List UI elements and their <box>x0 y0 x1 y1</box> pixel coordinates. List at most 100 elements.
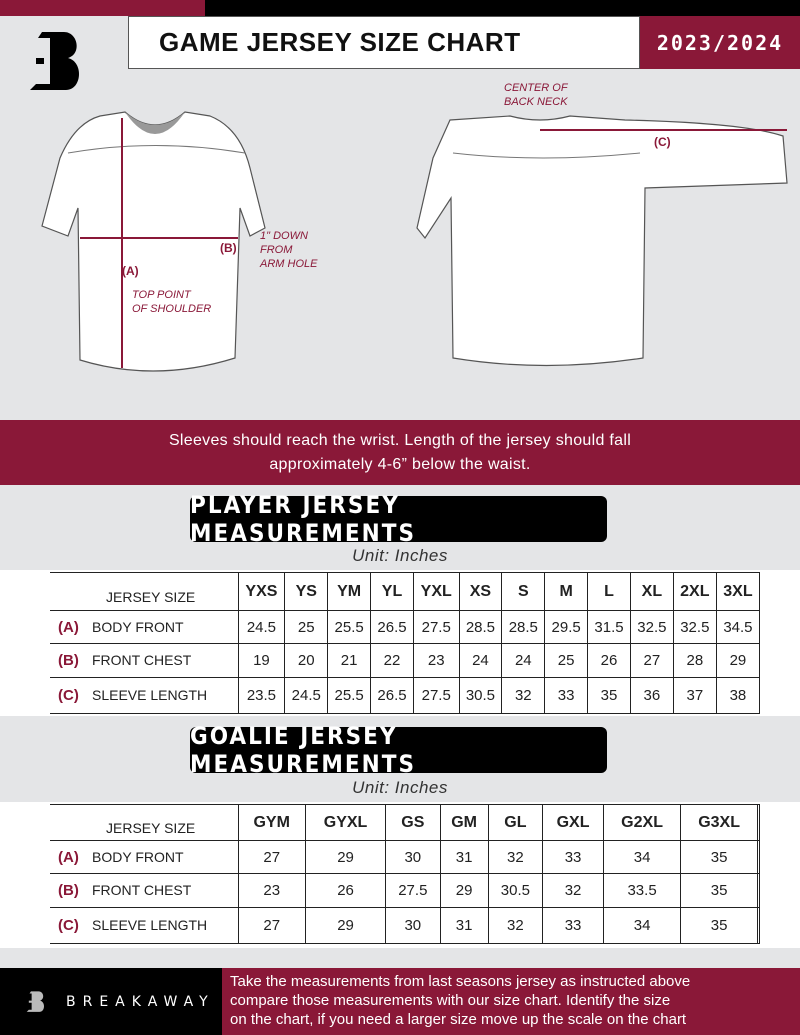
table-cell: 34 <box>603 907 682 944</box>
instruction-line: Sleeves should reach the wrist. Length o… <box>168 432 632 449</box>
size-header: GXL <box>542 804 605 841</box>
table-cell: 24 <box>458 643 503 678</box>
season-label: 2023/2024 <box>640 16 800 69</box>
table-row: (A) BODY FRONT 24.5 25 25.5 26.5 27.5 28.5 28.5 2… <box>50 610 761 644</box>
goalie-section-title: GOALIE JERSEY MEASUREMENTS <box>190 722 607 778</box>
table-cell: 23 <box>412 643 460 678</box>
table-row: (C) SLEEVE LENGTH 27 29 30 31 32 33 34 35 <box>50 907 760 944</box>
note-line: CENTER OF <box>504 82 568 94</box>
measurement-label: (B) FRONT CHEST <box>50 873 239 908</box>
table-cell: 35 <box>587 677 631 714</box>
brand-name: BREAKAWAY <box>66 993 215 1010</box>
size-header: GS <box>385 804 441 841</box>
note-line: TOP POINT <box>132 289 191 301</box>
footer-line: Take the measurements from last seasons … <box>230 973 691 990</box>
table-header-row: JERSEY SIZE YXS YS YM YL YXL XS S M L XL 2XL 3XL <box>50 572 761 611</box>
top-accent-bar <box>0 0 205 16</box>
arm-hole-note: 1" DOWN FROM ARM HOLE <box>260 229 317 271</box>
player-measurements-table: JERSEY SIZE YXS YS YM YL YXL XS S M L XL 2XL 3XL (A) B… <box>50 572 761 714</box>
table-cell: 22 <box>370 643 414 678</box>
table-cell: 30 <box>385 840 441 874</box>
table-cell: 28.5 <box>501 610 546 644</box>
measurement-letter: (C) <box>58 917 79 934</box>
table-cell: 29 <box>304 840 387 874</box>
note-line: 1" DOWN <box>260 230 308 242</box>
size-header: YXL <box>412 572 460 611</box>
label-c: (C) <box>654 135 671 149</box>
table-cell: 31 <box>439 907 489 944</box>
measurement-label: (C) SLEEVE LENGTH <box>50 907 239 944</box>
size-header <box>757 804 760 841</box>
measurement-name: FRONT CHEST <box>92 882 192 898</box>
table-cell: 29 <box>715 643 761 678</box>
table-cell: 23.5 <box>237 677 286 714</box>
size-header: YL <box>370 572 414 611</box>
table-cell: 30 <box>385 907 441 944</box>
measurement-label: (B) FRONT CHEST <box>50 643 239 678</box>
table-cell: 27 <box>629 643 674 678</box>
table-cell: 37 <box>672 677 717 714</box>
table-cell: 32 <box>487 840 544 874</box>
table-cell <box>757 873 760 908</box>
table-cell: 25 <box>544 643 589 678</box>
page-title: GAME JERSEY SIZE CHART <box>128 16 640 69</box>
size-header: 3XL <box>715 572 761 611</box>
size-header: YXS <box>237 572 286 611</box>
measurement-name: SLEEVE LENGTH <box>92 687 208 703</box>
note-line: FROM <box>260 244 293 256</box>
goalie-unit: Unit: Inches <box>352 778 448 797</box>
size-header: S <box>501 572 546 611</box>
table-cell: 32.5 <box>629 610 674 644</box>
back-jersey-diagram <box>416 115 788 367</box>
table-cell: 27 <box>237 840 306 874</box>
size-header: 2XL <box>672 572 717 611</box>
table-row: (C) SLEEVE LENGTH 23.5 24.5 25.5 26.5 27.5 30.5… <box>50 677 761 714</box>
table-cell: 38 <box>715 677 761 714</box>
table-cell: 23 <box>237 873 306 908</box>
table-cell: 19 <box>237 643 286 678</box>
table-row: (B) FRONT CHEST 19 20 21 22 23 24 24 25 26 27 28 29 <box>50 643 761 678</box>
table-cell: 25 <box>284 610 329 644</box>
table-cell: 33 <box>542 907 605 944</box>
table-cell: 35 <box>680 840 759 874</box>
size-label: JERSEY SIZE <box>50 804 239 841</box>
measurement-name: FRONT CHEST <box>92 652 192 668</box>
player-section-title: PLAYER JERSEY MEASUREMENTS <box>190 491 607 547</box>
table-cell: 30.5 <box>487 873 544 908</box>
top-black-bar <box>205 0 800 16</box>
table-cell: 27.5 <box>412 677 460 714</box>
measurement-letter: (B) <box>58 882 79 899</box>
table-cell: 25.5 <box>327 610 372 644</box>
size-label: JERSEY SIZE <box>50 572 239 611</box>
table-cell: 36 <box>629 677 674 714</box>
note-line: BACK NECK <box>504 96 568 108</box>
center-back-note: CENTER OF BACK NECK <box>504 81 568 109</box>
table-cell: 24 <box>501 643 546 678</box>
table-cell: 30.5 <box>458 677 503 714</box>
table-cell: 31.5 <box>587 610 631 644</box>
table-cell <box>757 840 760 874</box>
goalie-measurements-table: JERSEY SIZE GYM GYXL GS GM GL GXL G2XL G3XL (A) BO… <box>50 804 760 944</box>
size-header: XL <box>629 572 674 611</box>
measurement-label: (A) BODY FRONT <box>50 840 239 874</box>
size-header: M <box>544 572 589 611</box>
table-cell: 35 <box>680 907 759 944</box>
table-cell: 29 <box>304 907 387 944</box>
table-cell: 24.5 <box>284 677 329 714</box>
table-cell: 28.5 <box>458 610 503 644</box>
table-cell: 26.5 <box>370 610 414 644</box>
size-header: GYM <box>237 804 306 841</box>
table-cell: 33 <box>544 677 589 714</box>
measurement-letter: (A) <box>58 848 79 866</box>
table-cell: 27.5 <box>385 873 441 908</box>
table-header-row: JERSEY SIZE GYM GYXL GS GM GL GXL G2XL G3XL <box>50 804 760 841</box>
table-row: (B) FRONT CHEST 23 26 27.5 29 30.5 32 33.5 35 <box>50 873 760 908</box>
measurement-name: SLEEVE LENGTH <box>92 917 208 933</box>
size-header: XS <box>458 572 503 611</box>
table-cell <box>757 907 760 944</box>
size-header: YS <box>284 572 329 611</box>
table-cell: 34.5 <box>715 610 761 644</box>
note-line: ARM HOLE <box>260 258 318 270</box>
table-cell: 34 <box>603 840 682 874</box>
table-cell: 24.5 <box>237 610 286 644</box>
